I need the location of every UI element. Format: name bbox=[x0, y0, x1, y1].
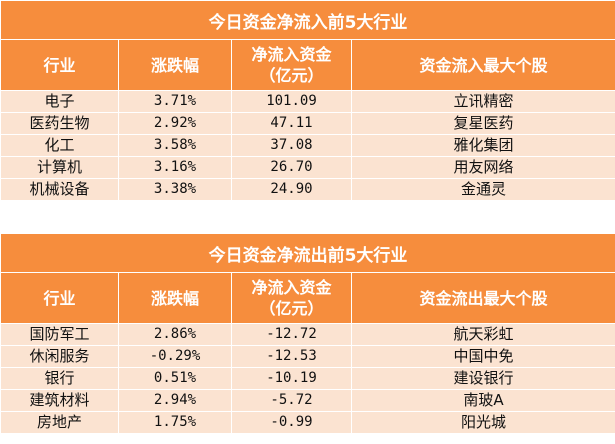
industry-cell: 银行 bbox=[0, 367, 119, 390]
header-change: 涨跌幅 bbox=[118, 39, 232, 91]
industry-cell: 休闲服务 bbox=[0, 345, 119, 368]
table-row: 休闲服务 -0.29% -12.53 中国中免 bbox=[0, 345, 615, 368]
industry-cell: 化工 bbox=[0, 134, 119, 157]
inflow-header-row: 行业 涨跌幅 净流入资金 （亿元） 资金流入最大个股 bbox=[0, 39, 615, 91]
change-cell: 1.75% bbox=[118, 411, 232, 434]
change-cell: -0.29% bbox=[118, 345, 232, 368]
change-cell: 0.51% bbox=[118, 367, 232, 390]
net-inflow-cell: 47.11 bbox=[231, 112, 352, 135]
net-inflow-cell: -5.72 bbox=[231, 389, 352, 412]
inflow-table: 今日资金净流入前5大行业 行业 涨跌幅 净流入资金 （亿元） 资金流入最大个股 … bbox=[0, 0, 615, 201]
change-cell: 3.16% bbox=[118, 156, 232, 179]
change-cell: 2.92% bbox=[118, 112, 232, 135]
table-row: 电子 3.71% 101.09 立讯精密 bbox=[0, 90, 615, 113]
table-row: 建筑材料 2.94% -5.72 南玻A bbox=[0, 389, 615, 412]
top-stock-cell: 中国中免 bbox=[350, 345, 615, 368]
table-row: 医药生物 2.92% 47.11 复星医药 bbox=[0, 112, 615, 135]
header-net-inflow-line1: 净流入资金 bbox=[251, 278, 332, 297]
header-industry: 行业 bbox=[0, 39, 119, 91]
table-row: 银行 0.51% -10.19 建设银行 bbox=[0, 367, 615, 390]
change-cell: 2.86% bbox=[118, 323, 232, 346]
net-inflow-cell: 26.70 bbox=[231, 156, 352, 179]
industry-cell: 机械设备 bbox=[0, 178, 119, 201]
top-stock-cell: 航天彩虹 bbox=[350, 323, 615, 346]
top-stock-cell: 建设银行 bbox=[350, 367, 615, 390]
change-cell: 3.58% bbox=[118, 134, 232, 157]
industry-cell: 国防军工 bbox=[0, 323, 119, 346]
table-gap bbox=[0, 214, 615, 233]
top-stock-cell: 立讯精密 bbox=[350, 90, 615, 113]
table-row: 化工 3.58% 37.08 雅化集团 bbox=[0, 134, 615, 157]
table-row: 机械设备 3.38% 24.90 金通灵 bbox=[0, 178, 615, 201]
industry-cell: 建筑材料 bbox=[0, 389, 119, 412]
header-net-inflow-line2: （亿元） bbox=[259, 299, 324, 318]
header-top-stock: 资金流出最大个股 bbox=[350, 272, 615, 324]
header-top-stock: 资金流入最大个股 bbox=[350, 39, 615, 91]
header-net-inflow: 净流入资金 （亿元） bbox=[231, 272, 352, 324]
top-stock-cell: 阳光城 bbox=[350, 411, 615, 434]
top-stock-cell: 金通灵 bbox=[350, 178, 615, 201]
change-cell: 3.71% bbox=[118, 90, 232, 113]
net-inflow-cell: 24.90 bbox=[231, 178, 352, 201]
top-stock-cell: 南玻A bbox=[350, 389, 615, 412]
header-industry: 行业 bbox=[0, 272, 119, 324]
top-stock-cell: 用友网络 bbox=[350, 156, 615, 179]
header-net-inflow: 净流入资金 （亿元） bbox=[231, 39, 352, 91]
industry-cell: 电子 bbox=[0, 90, 119, 113]
header-change: 涨跌幅 bbox=[118, 272, 232, 324]
header-net-inflow-line2: （亿元） bbox=[259, 66, 324, 85]
top-stock-cell: 雅化集团 bbox=[350, 134, 615, 157]
top-stock-cell: 复星医药 bbox=[350, 112, 615, 135]
industry-cell: 医药生物 bbox=[0, 112, 119, 135]
net-inflow-cell: -10.19 bbox=[231, 367, 352, 390]
industry-cell: 房地产 bbox=[0, 411, 119, 434]
change-cell: 2.94% bbox=[118, 389, 232, 412]
inflow-title: 今日资金净流入前5大行业 bbox=[0, 0, 615, 40]
header-net-inflow-line1: 净流入资金 bbox=[251, 45, 332, 64]
outflow-title: 今日资金净流出前5大行业 bbox=[0, 233, 615, 273]
change-cell: 3.38% bbox=[118, 178, 232, 201]
net-inflow-cell: 37.08 bbox=[231, 134, 352, 157]
industry-cell: 计算机 bbox=[0, 156, 119, 179]
table-row: 计算机 3.16% 26.70 用友网络 bbox=[0, 156, 615, 179]
table-row: 房地产 1.75% -0.99 阳光城 bbox=[0, 411, 615, 434]
outflow-table: 今日资金净流出前5大行业 行业 涨跌幅 净流入资金 （亿元） 资金流出最大个股 … bbox=[0, 233, 615, 434]
net-inflow-cell: -12.53 bbox=[231, 345, 352, 368]
net-inflow-cell: -12.72 bbox=[231, 323, 352, 346]
outflow-header-row: 行业 涨跌幅 净流入资金 （亿元） 资金流出最大个股 bbox=[0, 272, 615, 324]
table-row: 国防军工 2.86% -12.72 航天彩虹 bbox=[0, 323, 615, 346]
net-inflow-cell: 101.09 bbox=[231, 90, 352, 113]
net-inflow-cell: -0.99 bbox=[231, 411, 352, 434]
